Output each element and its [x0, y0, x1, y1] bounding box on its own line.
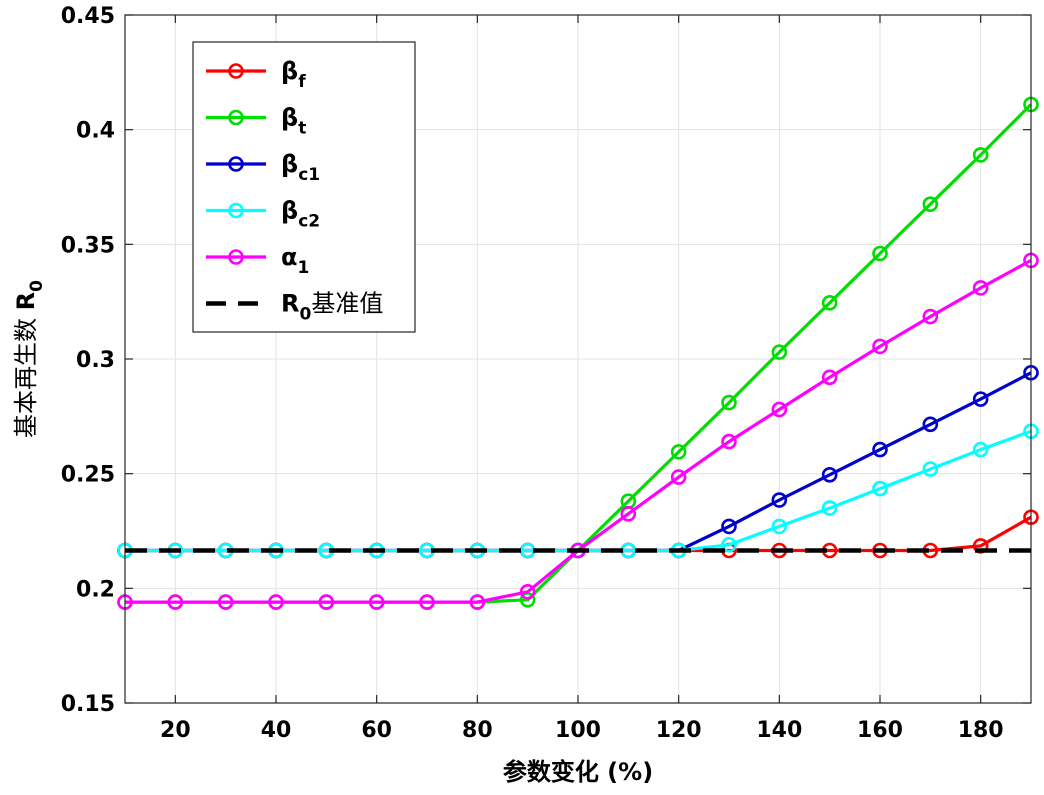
data-point: [469, 594, 486, 610]
data-point: [821, 467, 838, 483]
data-point: [519, 583, 536, 600]
data-point: [821, 500, 838, 516]
x-tick-label: 180: [958, 718, 1004, 743]
legend-item: R0基准值: [206, 290, 383, 325]
x-tick-label: 140: [756, 718, 802, 743]
data-point: [872, 441, 888, 458]
y-axis-label-main: 基本再生数: [12, 310, 40, 438]
data-point: [670, 469, 687, 485]
data-point: [368, 594, 385, 610]
data-point: [721, 518, 737, 535]
data-point: [771, 401, 788, 418]
y-tick-label: 0.35: [61, 233, 115, 258]
legend-swatch-marker: [228, 109, 244, 126]
data-point: [620, 505, 637, 522]
legend-label-subscript: f: [298, 72, 306, 92]
data-point: [922, 416, 939, 433]
data-point: [922, 196, 939, 212]
legend-swatch-marker: [228, 249, 244, 265]
legend-label-symbol: β: [281, 197, 298, 225]
legend-item: βc1: [206, 150, 320, 185]
x-axis-ticks: 20 40 60 80 100 120 140 160 180: [160, 15, 1004, 743]
data-point: [922, 461, 939, 477]
data-point: [771, 344, 788, 360]
data-point: [922, 308, 939, 325]
data-point: [821, 295, 838, 311]
y-tick-label: 0.3: [76, 348, 115, 373]
data-point: [872, 480, 888, 497]
x-axis-label: 参数变化 (%): [503, 758, 653, 786]
y-axis-ticks: 0.15 0.2 0.25 0.3 0.35 0.4 0.45: [61, 4, 1031, 717]
y-axis-label-symbol: R: [12, 292, 40, 310]
legend-label-symbol: β: [281, 104, 298, 132]
legend-label-subscript: t: [298, 119, 306, 139]
data-point: [972, 147, 989, 163]
data-point: [872, 245, 888, 262]
legend-label-subscript: c1: [298, 165, 320, 185]
y-tick-label: 0.4: [76, 119, 115, 144]
y-tick-label: 0.2: [76, 577, 115, 602]
legend-item: βt: [206, 104, 306, 139]
data-point: [721, 433, 737, 450]
x-tick-label: 160: [857, 718, 903, 743]
legend-item: βf: [206, 57, 306, 92]
legend-label-subscript: 0: [299, 305, 311, 325]
legend-label-subscript: 1: [298, 258, 310, 278]
legend-swatch-marker: [228, 156, 244, 172]
y-tick-label: 0.15: [61, 692, 115, 717]
y-axis-label: 基本再生数 R0: [12, 280, 47, 438]
x-tick-label: 80: [462, 718, 493, 743]
legend-label: βc2: [281, 197, 320, 232]
data-point: [872, 338, 888, 355]
legend-label-symbol: β: [281, 57, 298, 85]
legend-item: βc2: [206, 197, 320, 232]
data-point: [670, 444, 687, 460]
data-point: [721, 536, 737, 553]
data-point: [217, 594, 234, 610]
x-tick-label: 100: [555, 718, 601, 743]
data-point: [771, 492, 788, 508]
x-tick-label: 120: [656, 718, 702, 743]
y-axis-label-subscript: 0: [27, 280, 47, 292]
data-point: [972, 441, 989, 458]
legend-swatch-marker: [228, 202, 244, 219]
legend-label-suffix: 基准值: [311, 290, 383, 318]
legend-label: βt: [281, 104, 306, 139]
data-point: [167, 594, 184, 610]
legend-label: βc1: [281, 150, 320, 185]
y-tick-label: 0.45: [61, 4, 115, 29]
data-point: [821, 369, 838, 386]
legend-label-symbol: R: [281, 290, 299, 318]
legend-label: α1: [281, 243, 309, 278]
x-tick-label: 60: [361, 718, 392, 743]
data-point: [771, 518, 788, 535]
y-tick-label: 0.25: [61, 463, 115, 488]
x-tick-label: 40: [261, 718, 292, 743]
legend-item: α1: [206, 243, 309, 278]
data-point: [972, 280, 989, 296]
legend-label: R0基准值: [281, 290, 383, 325]
legend-box: [192, 41, 416, 333]
data-point: [268, 594, 284, 610]
data-point: [721, 394, 737, 411]
data-point: [318, 594, 335, 610]
data-point: [419, 594, 435, 610]
legend-swatch-marker: [228, 63, 244, 79]
x-tick-label: 20: [160, 718, 191, 743]
legend-label-symbol: α: [281, 243, 298, 271]
legend-label: βf: [281, 57, 306, 92]
legend-label-subscript: c2: [298, 212, 320, 232]
legend-label-symbol: β: [281, 150, 298, 178]
data-point: [972, 391, 989, 407]
